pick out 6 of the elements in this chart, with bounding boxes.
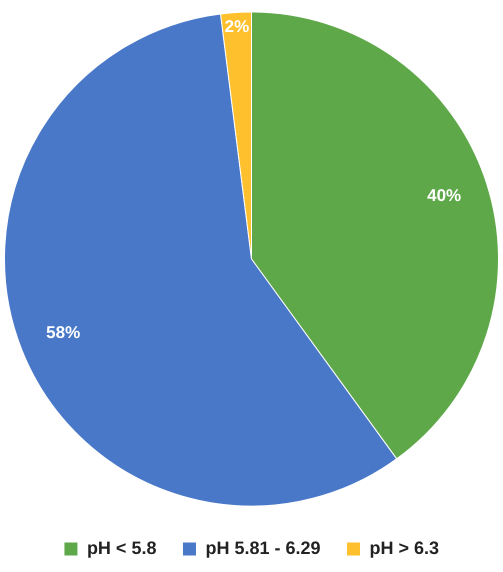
- data-label: 58%: [46, 323, 80, 342]
- legend-label: pH < 5.8: [86, 538, 156, 558]
- legend-label: pH > 6.3: [370, 538, 440, 558]
- legend-label: pH 5.81 - 6.29: [205, 538, 321, 558]
- data-label: 2%: [224, 16, 250, 36]
- data-label: 40%: [427, 186, 462, 206]
